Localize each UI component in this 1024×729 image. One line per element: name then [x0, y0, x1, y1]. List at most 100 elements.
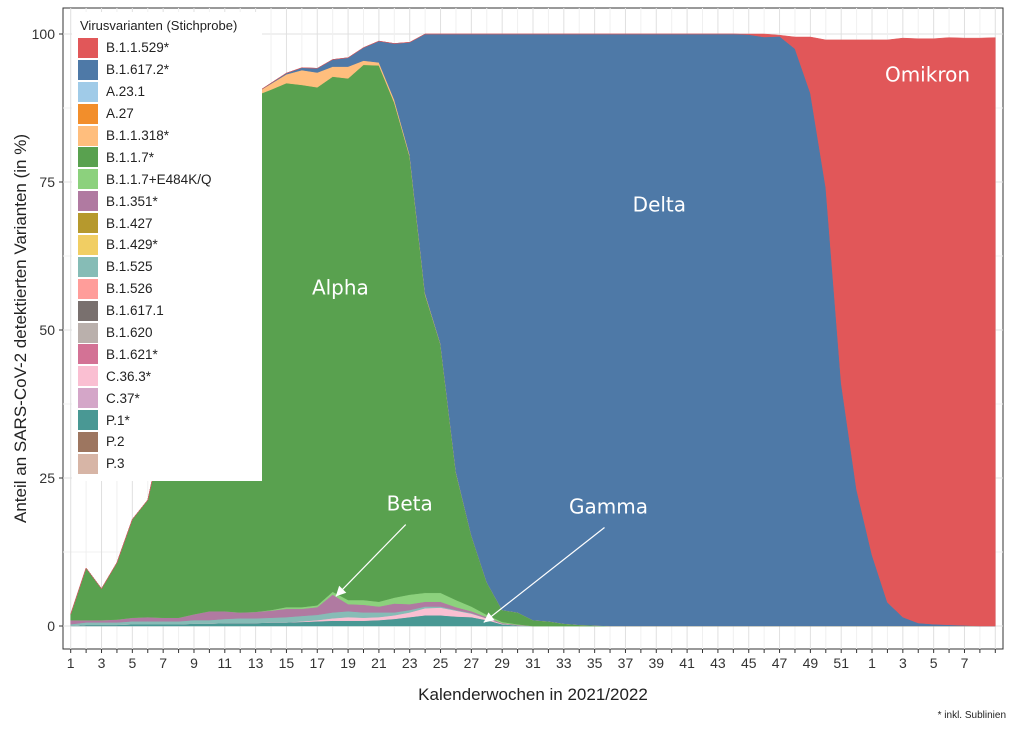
- legend-label: B.1.617.1: [106, 303, 164, 319]
- x-tick-label: 23: [402, 655, 418, 671]
- legend-swatch: [78, 256, 98, 277]
- x-tick-label: 7: [159, 655, 167, 671]
- legend-swatch: [78, 388, 98, 409]
- legend-label: P.2: [106, 434, 125, 450]
- x-tick-label: 3: [899, 655, 907, 671]
- annotation-label: Delta: [633, 193, 686, 217]
- legend-label: B.1.617.2*: [106, 62, 170, 78]
- legend-item: C.37*: [78, 387, 256, 409]
- x-tick-label: 35: [587, 655, 603, 671]
- legend-swatch: [78, 59, 98, 80]
- legend-item: C.36.3*: [78, 365, 256, 387]
- legend-item: P.3: [78, 453, 256, 475]
- x-tick-label: 51: [833, 655, 849, 671]
- legend-swatch: [78, 344, 98, 365]
- y-tick-label: 100: [32, 26, 56, 42]
- x-tick-label: 43: [710, 655, 726, 671]
- y-axis-label: Anteil an SARS-CoV-2 detektierten Varian…: [11, 134, 30, 523]
- x-tick-label: 5: [128, 655, 136, 671]
- legend-label: B.1.427: [106, 215, 153, 231]
- legend-swatch: [78, 103, 98, 124]
- legend-label: B.1.620: [106, 325, 153, 341]
- annotation-arrow: [483, 527, 605, 623]
- legend-label: B.1.621*: [106, 346, 158, 362]
- legend-swatch: [78, 366, 98, 387]
- legend-swatch: [78, 125, 98, 146]
- annotation-arrow: [335, 524, 407, 597]
- y-tick-label: 25: [39, 470, 55, 486]
- legend-swatch: [78, 37, 98, 58]
- annotation-arrowhead: [335, 585, 347, 597]
- x-tick-label: 21: [371, 655, 387, 671]
- legend-swatch: [78, 169, 98, 190]
- x-tick-label: 19: [340, 655, 356, 671]
- legend-swatch: [78, 431, 98, 452]
- y-tick-label: 0: [47, 618, 55, 634]
- legend-item: B.1.620: [78, 322, 256, 344]
- legend-item: B.1.621*: [78, 343, 256, 365]
- legend-item: A.27: [78, 103, 256, 125]
- legend-label: P.1*: [106, 412, 130, 428]
- legend-label: C.37*: [106, 390, 140, 406]
- x-tick-label: 11: [218, 655, 233, 671]
- area-b-1-1-529-: [70, 33, 996, 627]
- legend-item: P.1*: [78, 409, 256, 431]
- annotation-arrowhead: [483, 612, 495, 623]
- legend-title: Virusvarianten (Stichprobe): [80, 18, 238, 33]
- legend-item: A.23.1: [78, 81, 256, 103]
- legend-swatch: [78, 410, 98, 431]
- legend-swatch: [78, 191, 98, 212]
- x-tick-label: 1: [868, 655, 876, 671]
- legend-swatch: [78, 234, 98, 255]
- x-tick-label: 39: [648, 655, 664, 671]
- y-tick-label: 50: [39, 322, 55, 338]
- legend-item: B.1.526: [78, 278, 256, 300]
- legend-label: B.1.429*: [106, 237, 158, 253]
- legend-label: A.27: [106, 106, 134, 122]
- legend-label: B.1.351*: [106, 193, 158, 209]
- legend-item: B.1.427: [78, 212, 256, 234]
- legend-label: B.1.526: [106, 281, 153, 297]
- x-tick-label: 25: [433, 655, 449, 671]
- x-tick-label: 3: [98, 655, 106, 671]
- legend-item: B.1.525: [78, 256, 256, 278]
- x-tick-label: 37: [618, 655, 634, 671]
- legend-label: B.1.1.7*: [106, 149, 155, 165]
- legend-swatch: [78, 300, 98, 321]
- x-tick-label: 13: [248, 655, 264, 671]
- legend-label: B.1.1.529*: [106, 40, 170, 56]
- legend-swatch: [78, 453, 98, 474]
- legend-item: P.2: [78, 431, 256, 453]
- x-tick-label: 49: [803, 655, 819, 671]
- x-tick-label: 15: [279, 655, 295, 671]
- legend-items: B.1.1.529* B.1.617.2* A.23.1 A.27 B.1.1.318*…: [78, 37, 256, 475]
- x-tick-label: 17: [309, 655, 325, 671]
- legend-label: B.1.525: [106, 259, 153, 275]
- legend-item: B.1.617.2*: [78, 59, 256, 81]
- x-tick-label: 1: [67, 655, 75, 671]
- annotation-label: Beta: [387, 492, 433, 516]
- legend-item: B.1.1.7+E484K/Q: [78, 168, 256, 190]
- x-tick-label: 5: [930, 655, 938, 671]
- x-axis-label: Kalenderwochen in 2021/2022: [418, 685, 648, 704]
- legend-label: B.1.1.318*: [106, 128, 170, 143]
- x-tick-label: 33: [556, 655, 572, 671]
- x-tick-label: 27: [464, 655, 480, 671]
- legend-swatch: [78, 278, 98, 299]
- y-tick-label: 75: [39, 174, 55, 190]
- legend-swatch: [78, 81, 98, 102]
- x-tick-label: 31: [525, 655, 541, 671]
- annotation-label: Gamma: [569, 495, 648, 519]
- legend-label: A.23.1: [106, 84, 146, 100]
- legend-label: B.1.1.7+E484K/Q: [106, 171, 212, 187]
- annotation-label: Omikron: [885, 62, 970, 86]
- legend-item: B.1.1.318*: [78, 125, 256, 147]
- legend-swatch: [78, 213, 98, 234]
- legend-item: B.1.1.529*: [78, 37, 256, 59]
- x-tick-label: 47: [772, 655, 788, 671]
- legend-label: C.36.3*: [106, 368, 152, 384]
- annotation-label: Alpha: [312, 275, 369, 299]
- x-tick-label: 9: [190, 655, 198, 671]
- legend-swatch: [78, 147, 98, 168]
